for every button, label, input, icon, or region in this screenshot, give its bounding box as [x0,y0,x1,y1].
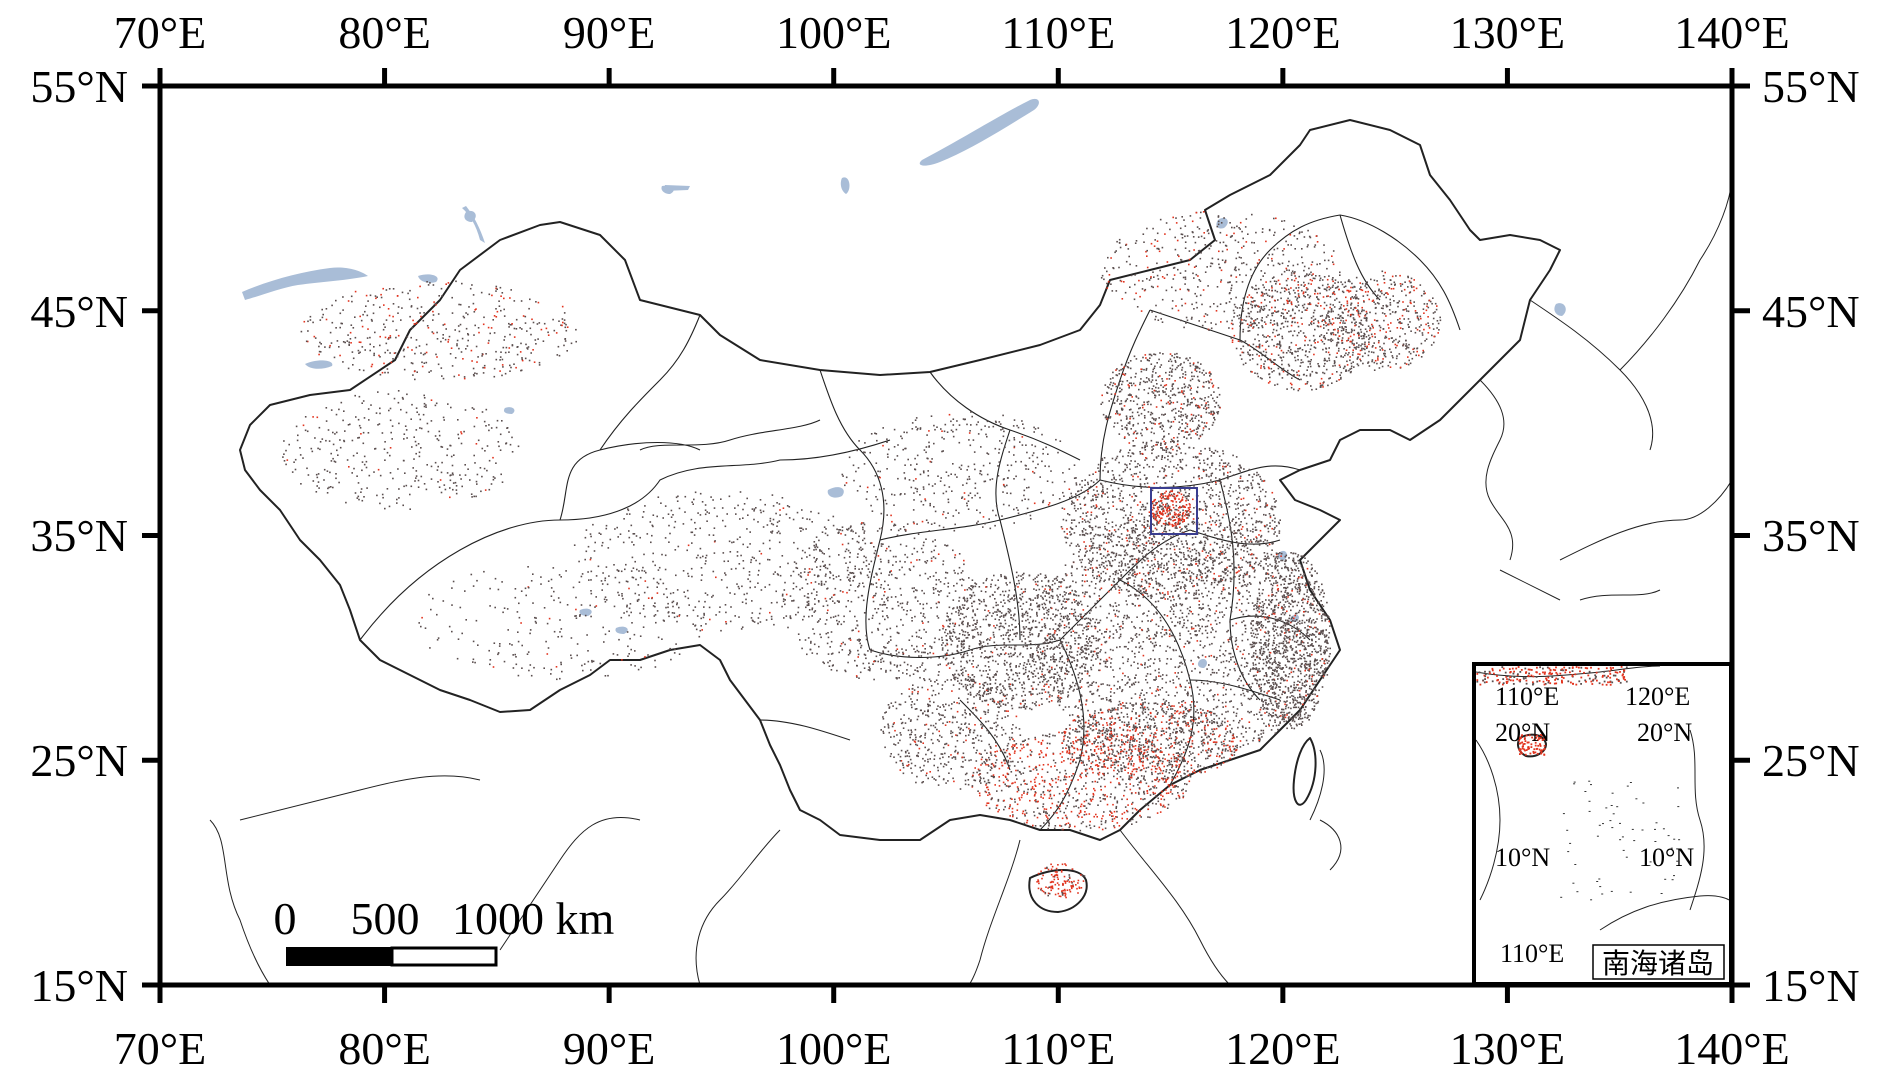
hainan-island [1029,870,1086,912]
lake-dongting [1198,659,1207,668]
lon-label-110-top: 110°E [1001,7,1115,58]
lat-label-15-left: 15°N [30,960,128,1011]
longitude-labels-bottom: 70°E 80°E 90°E 100°E 110°E 120°E 130°E 1… [114,1023,1790,1074]
scale-bar-white-segment [392,948,496,965]
lat-label-25-left: 25°N [30,735,128,786]
lon-label-140-bottom: 140°E [1674,1023,1790,1074]
south-china-sea-inset: 110°E 120°E 20°N 20°N 10°N 10°N 110°E 南海… [1474,664,1731,984]
station-points [282,211,1441,898]
lake-siling [615,627,627,634]
scale-bar: 0 500 1000 km [274,893,615,965]
lon-label-130-top: 130°E [1450,7,1566,58]
inset-lat-label-10-right: 10°N [1639,843,1694,872]
lat-label-35-right: 35°N [1762,510,1860,561]
lon-label-80-bottom: 80°E [338,1023,431,1074]
lake-balkhash [242,267,368,300]
scale-bar-black-segment [287,948,392,965]
scale-bar-end-label: 1000 km [452,893,615,944]
latitude-labels-left: 55°N 45°N 35°N 25°N 15°N [30,61,128,1011]
lake-small-1 [664,185,690,191]
lon-label-100-bottom: 100°E [776,1023,892,1074]
inset-lon-label-110-top: 110°E [1495,682,1559,711]
river-ob [462,206,485,243]
lon-label-100-top: 100°E [776,7,892,58]
scale-bar-mid-label: 500 [351,893,420,944]
lat-label-55-right: 55°N [1762,61,1860,112]
lat-label-45-right: 45°N [1762,286,1860,337]
lon-label-120-top: 120°E [1225,7,1341,58]
lat-label-45-left: 45°N [30,286,128,337]
lon-label-120-bottom: 120°E [1225,1023,1341,1074]
lake-khovsgol [841,177,850,194]
lon-label-110-bottom: 110°E [1001,1023,1115,1074]
latitude-labels-right: 55°N 45°N 35°N 25°N 15°N [1762,61,1860,1011]
lake-baikal [920,99,1039,166]
inset-lat-label-10-left: 10°N [1495,843,1550,872]
lat-label-55-left: 55°N [30,61,128,112]
lake-qinghai [828,487,844,497]
inset-lat-label-20-left: 20°N [1495,718,1550,747]
lat-label-15-right: 15°N [1762,960,1860,1011]
lat-label-35-left: 35°N [30,510,128,561]
lake-small-2 [504,407,514,414]
taiwan-island [1294,738,1316,805]
lon-label-90-top: 90°E [563,7,656,58]
lake-issyk-kul [305,360,332,368]
lon-label-80-top: 80°E [338,7,431,58]
lon-label-140-top: 140°E [1674,7,1790,58]
inset-lat-label-20-right: 20°N [1637,718,1692,747]
inset-lon-label-120-top: 120°E [1625,682,1690,711]
lake-khanka [1554,303,1565,316]
scale-bar-zero-label: 0 [274,893,297,944]
longitude-labels-top: 70°E 80°E 90°E 100°E 110°E 120°E 130°E 1… [114,7,1790,58]
lon-label-90-bottom: 90°E [563,1023,656,1074]
china-outline [240,120,1560,840]
lat-label-25-right: 25°N [1762,735,1860,786]
lon-label-70-top: 70°E [114,7,207,58]
inset-title: 南海诸岛 [1602,948,1714,980]
inset-lon-label-110-bottom: 110°E [1500,939,1564,968]
lon-label-130-bottom: 130°E [1450,1023,1566,1074]
lon-label-70-bottom: 70°E [114,1023,207,1074]
water-bodies [242,99,1566,668]
